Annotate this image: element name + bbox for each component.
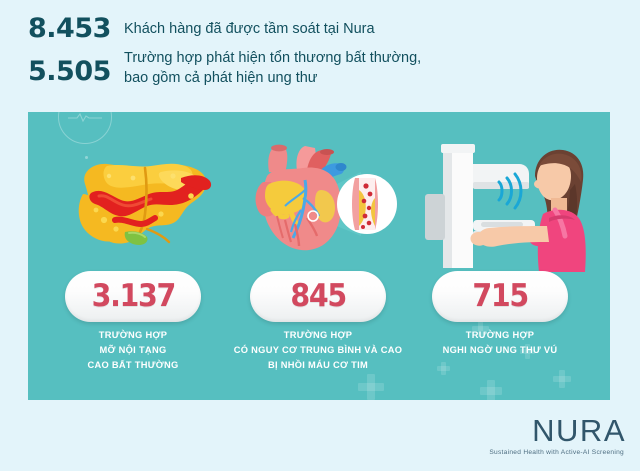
caption-line: CAO BẤT THƯỜNG — [87, 360, 179, 370]
header-stat-text: Trường hợp phát hiện tổn thương bất thườ… — [122, 48, 421, 88]
stat-value: 3.137 — [91, 278, 176, 314]
medical-cross-icon — [480, 380, 502, 400]
stat-value: 845 — [290, 278, 347, 314]
header-stat-number: 8.453 — [28, 13, 111, 44]
medical-cross-icon — [553, 370, 571, 388]
logo-tagline: Sustained Health with Active-AI Screenin… — [489, 449, 624, 456]
caption-line: MỠ NỘI TẠNG — [99, 345, 167, 355]
nura-logo: NURA Sustained Health with Active-AI Scr… — [489, 415, 626, 457]
stat-caption-breast: TRƯỜNG HỢP NGHI NGỜ UNG THƯ VÚ — [410, 328, 590, 358]
medical-cross-icon — [358, 374, 384, 400]
stat-pill-heart: 845 — [250, 271, 386, 322]
pulse-line-icon — [68, 112, 102, 123]
header-stat-text: Khách hàng đã được tầm soát tại Nura — [122, 19, 375, 39]
caption-line: TRƯỜNG HỢP — [98, 330, 168, 340]
stats-panel: 3.137 845 715 TRƯỜNG HỢP MỠ NỘI TẠNG CAO… — [28, 112, 610, 400]
logo-wordmark: NURA — [532, 413, 626, 448]
stat-pill-liver: 3.137 — [65, 271, 201, 322]
stat-pill-breast: 715 — [432, 271, 568, 322]
medical-cross-icon — [437, 362, 450, 375]
header-stat-row: 5.505 Trường hợp phát hiện tổn thương bấ… — [28, 48, 612, 88]
heart-artery-plaque-illustration — [233, 132, 398, 272]
header-stats: 8.453 Khách hàng đã được tầm soát tại Nu… — [28, 14, 612, 92]
caption-line: BỊ NHỒI MÁU CƠ TIM — [267, 360, 369, 370]
stat-caption-heart: TRƯỜNG HỢP CÓ NGUY CƠ TRUNG BÌNH VÀ CAO … — [198, 328, 438, 373]
header-stat-number: 5.505 — [28, 56, 111, 87]
fatty-liver-illustration — [63, 132, 223, 272]
caption-line: TRƯỜNG HỢP — [465, 330, 535, 340]
header-stat-row: 8.453 Khách hàng đã được tầm soát tại Nu… — [28, 14, 612, 44]
header-stat-line: bao gồm cả phát hiện ung thư — [124, 70, 318, 86]
stat-caption-liver: TRƯỜNG HỢP MỠ NỘI TẠNG CAO BẤT THƯỜNG — [35, 328, 231, 373]
header-stat-line: Khách hàng đã được tầm soát tại Nura — [124, 21, 375, 37]
caption-line: NGHI NGỜ UNG THƯ VÚ — [442, 345, 558, 355]
caption-line: TRƯỜNG HỢP — [283, 330, 353, 340]
stat-value: 715 — [472, 278, 529, 314]
caption-line: CÓ NGUY CƠ TRUNG BÌNH VÀ CAO — [233, 345, 403, 355]
header-stat-line: Trường hợp phát hiện tổn thương bất thườ… — [124, 50, 422, 66]
mammography-screening-illustration — [423, 122, 598, 272]
